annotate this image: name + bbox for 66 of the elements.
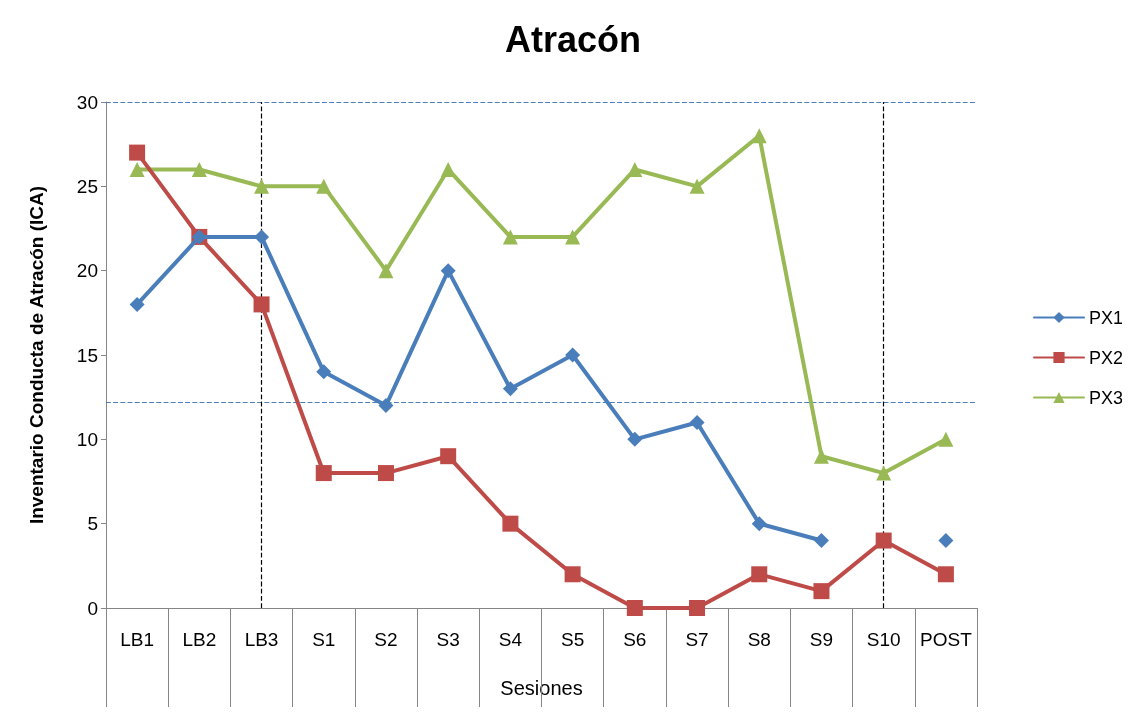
point	[751, 516, 767, 532]
x-tick-label: S4	[498, 629, 523, 650]
point	[377, 465, 394, 482]
point	[378, 263, 394, 279]
point	[626, 600, 643, 616]
point	[938, 533, 954, 549]
point	[129, 296, 145, 312]
y-tick-label: 25	[76, 175, 98, 197]
point	[813, 533, 829, 549]
x-tick-label: S6	[623, 629, 647, 650]
point	[875, 532, 892, 549]
point	[502, 381, 518, 397]
point	[502, 515, 519, 532]
point	[876, 465, 892, 481]
y-tick-label: 5	[87, 513, 98, 535]
point	[565, 229, 581, 245]
point	[378, 398, 394, 414]
legend-label: PX3	[1089, 387, 1124, 408]
x-tick-label: LB3	[244, 629, 279, 650]
x-tick-label: S1	[312, 629, 336, 650]
x-tick-label: S8	[747, 629, 771, 650]
point	[254, 229, 270, 245]
x-tick-label: S9	[809, 629, 834, 650]
x-tick-label: S5	[560, 629, 585, 650]
point	[315, 465, 332, 482]
point	[751, 128, 767, 144]
point	[502, 229, 518, 245]
point	[316, 364, 332, 380]
y-tick-label: 0	[87, 597, 98, 619]
x-tick-label: S3	[436, 629, 460, 650]
point	[565, 347, 581, 363]
y-tick-label: 10	[76, 428, 98, 450]
point	[440, 161, 456, 177]
point	[191, 161, 207, 177]
point	[129, 161, 145, 177]
y-tick-label: 20	[76, 260, 98, 282]
y-tick-label: 30	[76, 91, 98, 113]
point	[627, 431, 643, 447]
point	[627, 161, 643, 177]
y-tick-label: 15	[76, 344, 98, 366]
point	[440, 263, 456, 279]
point	[689, 178, 705, 194]
x-tick-label: POST	[920, 629, 973, 650]
point	[937, 566, 954, 583]
x-tick-label: S2	[374, 629, 398, 650]
x-axis-title: Sesiones	[500, 677, 583, 699]
point	[813, 448, 829, 464]
point	[440, 448, 457, 465]
y-axis-title: Inventario Conducta de Atracón (ICA)	[26, 185, 47, 525]
legend-label: PX2	[1089, 347, 1124, 368]
x-tick-label: S10	[866, 629, 901, 650]
point	[689, 414, 705, 430]
legend-label: PX1	[1089, 307, 1124, 328]
point	[253, 296, 270, 313]
point	[316, 178, 332, 194]
point	[813, 583, 830, 600]
point	[254, 178, 270, 194]
x-tick-label: S7	[685, 629, 709, 650]
chart-title: Atracón	[504, 18, 642, 60]
x-tick-label: LB2	[182, 629, 217, 650]
point	[689, 600, 706, 616]
point	[564, 566, 581, 583]
point	[129, 144, 146, 161]
point	[751, 566, 768, 583]
point	[938, 431, 954, 447]
x-tick-label: LB1	[120, 629, 155, 650]
